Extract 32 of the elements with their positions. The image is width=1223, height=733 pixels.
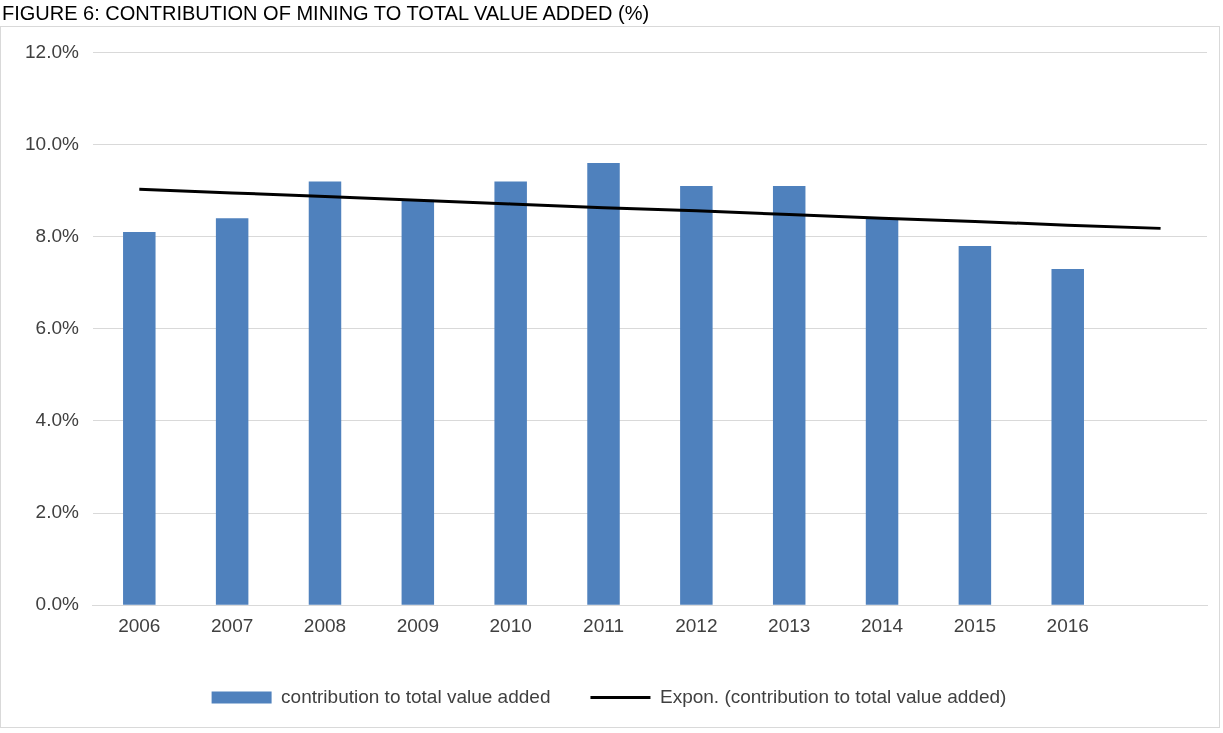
- bar: [308, 181, 342, 605]
- y-tick-label: 6.0%: [35, 317, 79, 339]
- x-tick-label: 2012: [675, 614, 718, 636]
- x-tick-label: 2007: [211, 614, 254, 636]
- x-tick-label: 2013: [768, 614, 811, 636]
- x-tick-label: 2010: [489, 614, 532, 636]
- y-tick-label: 10.0%: [25, 132, 79, 154]
- bar: [958, 245, 992, 605]
- x-tick-label: 2006: [118, 614, 161, 636]
- x-tick-label: 2014: [860, 614, 904, 636]
- bar: [1051, 268, 1084, 605]
- x-tick-label: 2015: [953, 614, 997, 636]
- bar: [680, 185, 713, 605]
- x-tick-label: 2011: [583, 614, 624, 636]
- y-tick-label: 8.0%: [35, 224, 79, 246]
- bar: [587, 162, 620, 605]
- bar: [123, 232, 156, 605]
- bar: [865, 218, 899, 605]
- chart-title: FIGURE 6: CONTRIBUTION OF MINING TO TOTAL VALUE ADDED (%): [1, 1, 651, 26]
- bar: [494, 181, 527, 605]
- y-tick-label: 12.0%: [25, 40, 79, 62]
- x-tick-label: 2016: [1046, 614, 1089, 636]
- y-tick-label: 4.0%: [35, 409, 79, 431]
- bar: [772, 185, 806, 605]
- x-tick-label: 2008: [303, 614, 347, 636]
- y-tick-label: 0.0%: [35, 593, 79, 615]
- x-tick-label: 2009: [396, 614, 439, 636]
- y-tick-label: 2.0%: [35, 501, 79, 523]
- legend-label: Expon. (contribution to total value added): [659, 685, 1007, 707]
- bar: [401, 199, 435, 605]
- legend-label: contribution to total value added: [281, 685, 551, 707]
- bar: [215, 218, 249, 605]
